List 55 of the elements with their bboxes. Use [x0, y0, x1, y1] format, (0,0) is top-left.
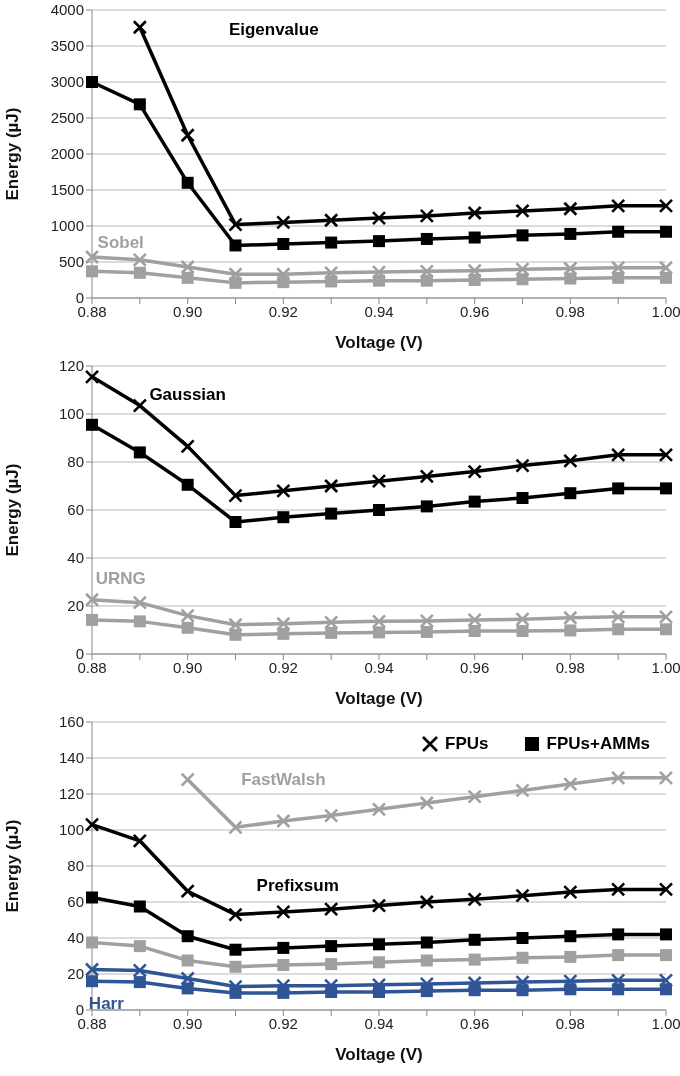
x-tick-label: 0.96 — [460, 1014, 490, 1032]
x-tick-label: 0.94 — [364, 658, 394, 676]
y-tick-label: 2000 — [50, 145, 84, 163]
x-tick-label: 0.92 — [268, 1014, 298, 1032]
x-tick-label: 0.90 — [173, 1014, 203, 1032]
x-tick-label: 1.00 — [651, 658, 680, 676]
y-tick-label: 160 — [58, 713, 84, 731]
y-tick-label: 40 — [67, 929, 84, 947]
x-tick-label: 0.98 — [555, 1014, 585, 1032]
x-tick-label: 0.90 — [173, 658, 203, 676]
y-tick-label: 100 — [58, 405, 84, 423]
annotation: Gaussian — [149, 384, 226, 405]
y-tick-label: 1000 — [50, 217, 84, 235]
y-tick-label: 100 — [58, 821, 84, 839]
x-tick-label: 1.00 — [651, 1014, 680, 1032]
y-tick-label: 2500 — [50, 109, 84, 127]
y-tick-label: 1500 — [50, 181, 84, 199]
y-tick-label: 3000 — [50, 73, 84, 91]
x-tick-label: 0.90 — [173, 302, 203, 320]
y-tick-label: 120 — [58, 785, 84, 803]
annotation: Sobel — [97, 233, 144, 254]
y-axis-title: Energy (µJ) — [3, 819, 23, 913]
y-tick-label: 40 — [67, 549, 84, 567]
x-tick-label: 0.96 — [460, 302, 490, 320]
x-tick-label: 0.92 — [268, 658, 298, 676]
y-tick-label: 80 — [67, 453, 84, 471]
x-tick-label: 1.00 — [651, 302, 680, 320]
y-tick-label: 60 — [67, 501, 84, 519]
annotation: Harr — [88, 994, 124, 1015]
x-tick-label: 0.92 — [268, 302, 298, 320]
y-tick-label: 60 — [67, 893, 84, 911]
y-tick-label: 500 — [58, 253, 84, 271]
x-tick-label: 0.96 — [460, 658, 490, 676]
y-tick-label: 140 — [58, 749, 84, 767]
y-tick-label: 80 — [67, 857, 84, 875]
x-tick-label: 0.94 — [364, 1014, 394, 1032]
annotation: URNG — [95, 569, 146, 590]
y-tick-label: 4000 — [50, 1, 84, 19]
annotation: FastWalsh — [241, 769, 326, 790]
legend-label: FPUs — [445, 734, 489, 754]
legend-label: FPUs+AMMs — [546, 734, 650, 754]
x-axis-title: Voltage (V) — [335, 1045, 423, 1064]
x-tick-label: 0.94 — [364, 302, 394, 320]
annotation: Prefixsum — [256, 876, 339, 897]
y-tick-label: 120 — [58, 357, 84, 375]
y-tick-label: 20 — [67, 965, 84, 983]
x-tick-label: 0.98 — [555, 302, 585, 320]
y-tick-label: 3500 — [50, 37, 84, 55]
y-axis-title: Energy (µJ) — [3, 463, 23, 557]
x-axis-title: Voltage (V) — [335, 333, 423, 352]
annotation: Eigenvalue — [228, 20, 319, 41]
x-tick-label: 0.98 — [555, 658, 585, 676]
y-axis-title: Energy (µJ) — [3, 107, 23, 201]
y-tick-label: 20 — [67, 597, 84, 615]
x-axis-title: Voltage (V) — [335, 689, 423, 708]
